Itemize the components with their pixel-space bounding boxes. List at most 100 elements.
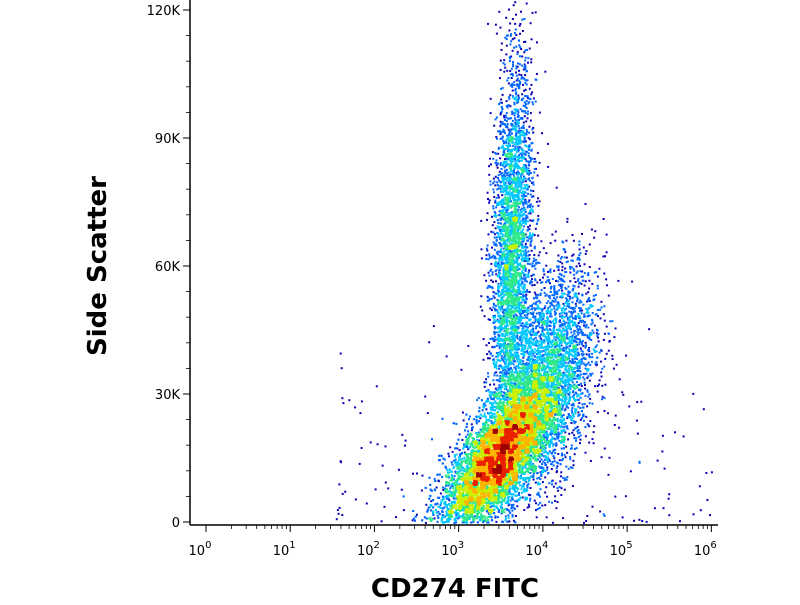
event-dot	[533, 321, 536, 324]
event-dot	[571, 416, 574, 419]
event-dot	[522, 110, 525, 113]
event-dot	[505, 163, 508, 166]
event-dot	[527, 192, 529, 195]
event-dot	[596, 334, 599, 337]
event-dot	[486, 212, 489, 215]
event-dot	[525, 195, 528, 198]
event-dot	[519, 173, 522, 176]
event-dot	[521, 271, 524, 274]
event-dot	[536, 300, 539, 303]
event-dot	[459, 453, 462, 456]
event-dot	[543, 273, 546, 276]
event-dot	[527, 330, 530, 333]
event-dot	[588, 314, 591, 317]
event-dot	[602, 338, 605, 341]
event-dot	[499, 68, 502, 71]
event-dot	[563, 293, 566, 296]
event-dot	[498, 335, 501, 338]
event-dot	[510, 251, 513, 254]
event-dot	[498, 213, 501, 216]
event-dot	[531, 205, 534, 208]
event-dot	[542, 467, 545, 470]
event-dot	[489, 112, 492, 115]
event-dot	[573, 285, 576, 288]
event-dot	[533, 234, 536, 237]
event-dot	[550, 452, 553, 455]
event-dot	[502, 262, 505, 265]
event-dot	[560, 447, 563, 450]
event-dot	[572, 268, 575, 271]
event-dot	[492, 241, 495, 244]
event-dot	[590, 360, 593, 363]
event-dot	[496, 351, 499, 354]
event-dot	[571, 411, 574, 414]
event-dot	[578, 353, 581, 356]
event-dot	[506, 508, 509, 511]
event-dot	[562, 346, 565, 349]
event-dot	[567, 438, 570, 441]
event-dot	[605, 233, 608, 236]
event-dot	[432, 511, 435, 514]
event-dot	[568, 414, 571, 417]
event-dot	[529, 472, 532, 474]
event-dot	[499, 26, 502, 29]
event-dot	[564, 400, 567, 403]
event-dot	[524, 216, 527, 219]
event-dot	[581, 354, 584, 357]
event-dot	[579, 388, 582, 391]
event-dot	[468, 446, 471, 449]
event-dot	[564, 431, 567, 434]
event-dot	[679, 520, 681, 523]
event-dot	[554, 452, 557, 455]
event-dot	[495, 355, 498, 358]
event-dot	[499, 306, 502, 309]
event-dot	[521, 117, 524, 120]
event-dot	[587, 299, 590, 302]
event-dot	[525, 311, 528, 314]
event-dot	[504, 262, 507, 264]
event-dot	[534, 320, 537, 323]
event-dot	[464, 429, 466, 432]
event-dot	[498, 275, 501, 277]
event-dot	[540, 289, 543, 292]
event-dot	[461, 439, 464, 441]
event-dot	[594, 346, 597, 349]
event-dot	[573, 277, 576, 280]
event-dot	[526, 95, 529, 98]
event-dot	[524, 150, 527, 153]
event-dot	[521, 173, 524, 176]
event-dot	[553, 305, 556, 308]
event-dot	[518, 304, 521, 307]
event-dot	[498, 346, 501, 349]
event-dot	[567, 295, 570, 297]
event-dot	[559, 283, 562, 286]
event-dot	[568, 316, 571, 319]
event-dot	[493, 257, 496, 260]
event-dot	[505, 16, 508, 19]
event-dot	[516, 332, 519, 334]
event-dot	[578, 388, 580, 391]
event-dot	[565, 297, 568, 300]
event-dot	[503, 63, 506, 66]
event-dot	[496, 327, 499, 330]
event-dot	[503, 130, 506, 133]
event-dot	[553, 433, 556, 436]
event-dot	[577, 428, 580, 431]
event-dot	[425, 517, 428, 520]
event-dot	[505, 112, 508, 115]
event-dot	[519, 290, 521, 293]
event-dot	[492, 157, 495, 160]
event-dot	[501, 235, 504, 238]
event-dot	[569, 416, 572, 419]
event-dot	[499, 120, 502, 123]
event-dot	[455, 453, 458, 456]
event-dot	[453, 454, 456, 457]
event-dot	[548, 450, 551, 453]
event-dot	[499, 352, 502, 355]
event-dot	[514, 494, 517, 497]
event-dot	[550, 433, 552, 436]
event-dot	[554, 438, 557, 441]
event-dot	[553, 322, 555, 325]
event-dot	[579, 396, 582, 399]
event-dot	[570, 422, 573, 424]
